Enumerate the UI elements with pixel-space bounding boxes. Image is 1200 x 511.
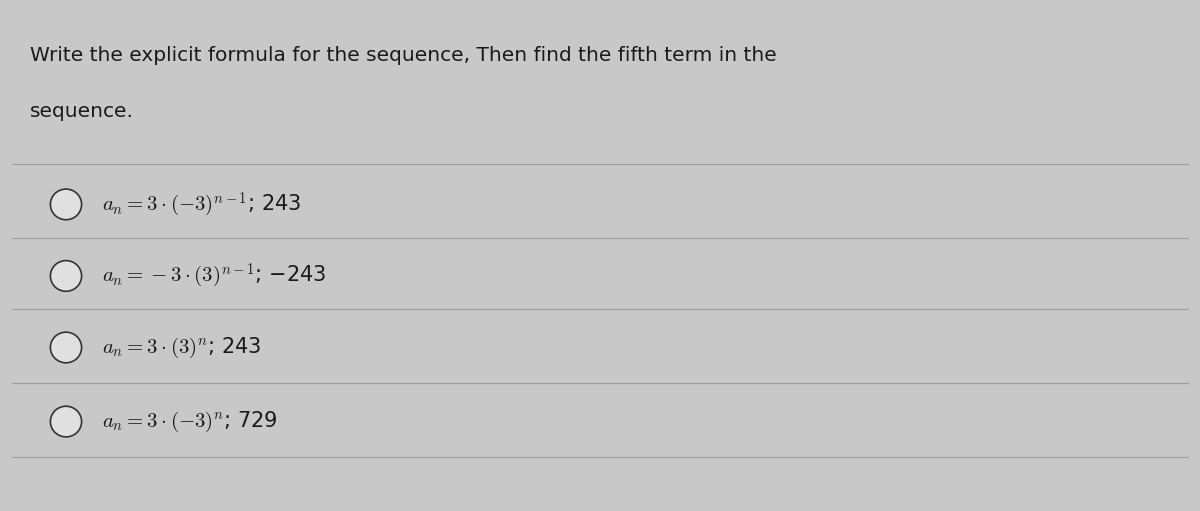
Text: $a_n = 3 \cdot (3)^{n}$; 243: $a_n = 3 \cdot (3)^{n}$; 243 — [102, 335, 262, 360]
Ellipse shape — [50, 332, 82, 363]
Text: $a_n = -3 \cdot (3)^{n-1}$; −243: $a_n = -3 \cdot (3)^{n-1}$; −243 — [102, 262, 326, 290]
Ellipse shape — [50, 189, 82, 220]
Text: sequence.: sequence. — [30, 102, 134, 121]
Ellipse shape — [50, 406, 82, 437]
Text: Write the explicit formula for the sequence, Then find the fifth term in the: Write the explicit formula for the seque… — [30, 46, 776, 65]
Text: $a_n = 3 \cdot (-3)^{n}$; 729: $a_n = 3 \cdot (-3)^{n}$; 729 — [102, 409, 277, 434]
Ellipse shape — [50, 261, 82, 291]
Text: $a_n = 3 \cdot (-3)^{n-1}$; 243: $a_n = 3 \cdot (-3)^{n-1}$; 243 — [102, 190, 301, 219]
